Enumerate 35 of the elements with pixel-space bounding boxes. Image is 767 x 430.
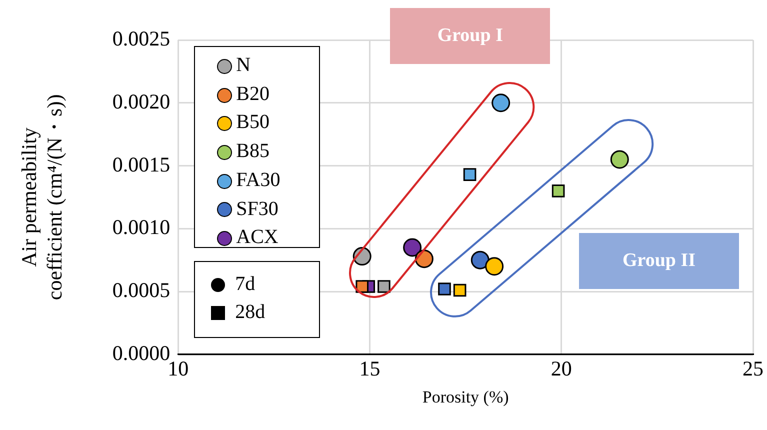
point	[492, 94, 510, 112]
y-tick-label: 0.0010	[112, 215, 170, 240]
label-box: Group I	[390, 8, 550, 64]
annotation: 7d	[235, 273, 256, 295]
legend-label: B85	[236, 140, 270, 162]
y-tick-label: 0.0015	[112, 152, 170, 176]
y-tick-label: 0.0005	[112, 278, 170, 302]
legend-label: B20	[236, 82, 270, 105]
point	[356, 280, 369, 293]
y-axis-title: Air permeability coefficient (cm⁴/(N・s))	[17, 94, 66, 300]
x-tick-label: 15	[359, 356, 380, 381]
legend-box: 7d 28d	[194, 261, 320, 338]
y-tick-label: 0.0025	[112, 26, 170, 51]
x-axis-title: Porosity (%)	[422, 387, 509, 406]
point	[453, 284, 466, 297]
legend-label: SF30	[236, 198, 278, 220]
point	[463, 168, 476, 181]
x-tick-label: 10	[168, 356, 189, 381]
point	[438, 282, 451, 296]
point	[470, 250, 490, 270]
point	[403, 238, 422, 257]
point	[610, 150, 629, 169]
x-tick-label: 25	[742, 356, 764, 381]
x-tick-label: 20	[550, 356, 572, 381]
legend-label: ACX	[236, 226, 278, 248]
label-box: Group II	[579, 233, 739, 289]
point	[485, 257, 504, 276]
legend-label: B50	[236, 111, 270, 134]
legend-label: N	[236, 54, 251, 76]
y-tick-label: 0.0000	[112, 340, 170, 365]
legend-label: FA30	[236, 168, 280, 191]
point	[378, 280, 390, 293]
annotation: 28d	[235, 301, 266, 323]
point	[552, 184, 565, 198]
y-tick-label: 0.0020	[112, 89, 170, 114]
